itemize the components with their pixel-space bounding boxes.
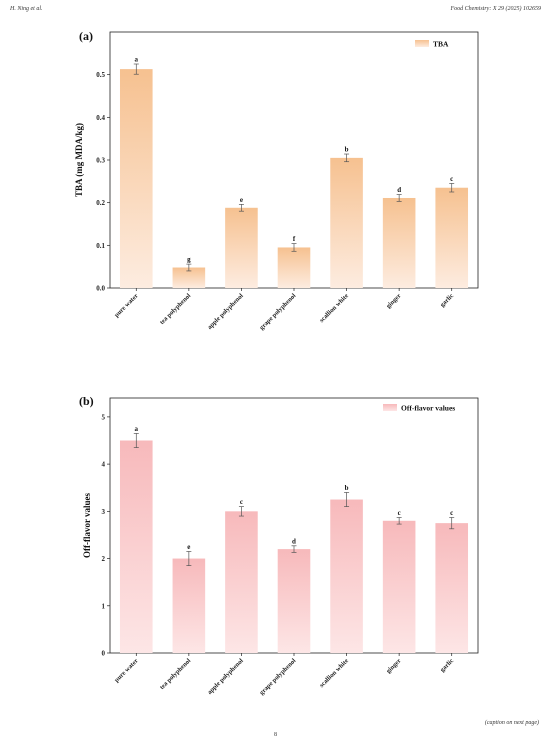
bar (277, 247, 311, 288)
x-tick-label: pure water (113, 657, 140, 684)
caption-continuation-note: (caption on next page) (484, 720, 539, 726)
bar (172, 267, 206, 288)
legend-label: TBA (433, 40, 449, 49)
x-tick-label: grape polyphenol (258, 657, 297, 696)
x-tick-label: ginger (385, 657, 403, 675)
bar (382, 520, 416, 653)
y-tick-label: 0.5 (96, 71, 105, 79)
x-tick-label: apple polyphenol (206, 657, 245, 696)
y-tick-label: 4 (102, 461, 106, 469)
bar (172, 558, 206, 653)
significance-letter: c (398, 509, 401, 517)
bar (225, 207, 258, 288)
x-tick-label: scallion white (318, 657, 350, 689)
bar (330, 499, 363, 653)
significance-letter: a (135, 425, 139, 433)
bar (435, 187, 469, 288)
legend-label: Off-flavor values (401, 404, 455, 413)
chart-off-flavor: 0 1 2 3 4 5 Off-flavor values (b) a pure water e te… (79, 394, 479, 697)
x-tick-label: apple polyphenol (206, 292, 245, 331)
y-tick-label: 0.1 (96, 242, 105, 250)
significance-letter: g (187, 256, 191, 264)
y-tick-label: 3 (102, 508, 106, 516)
y-tick-label: 1 (102, 602, 106, 610)
y-tick-label: 0.3 (96, 157, 105, 165)
running-head-journal: Food Chemistry: X 29 (2025) 102659 (450, 6, 542, 12)
bar (225, 511, 258, 653)
x-tick-label: tea polyphenol (159, 292, 193, 326)
y-tick-label: 0 (102, 650, 106, 658)
panel-label: (a) (79, 29, 93, 43)
y-tick-label: 0.4 (96, 114, 105, 122)
bar (119, 440, 153, 653)
significance-letter: a (135, 56, 139, 64)
significance-letter: d (292, 537, 296, 545)
bar (330, 157, 363, 288)
y-tick-label: 0.2 (96, 199, 105, 207)
running-head-authors: H. Ning et al. (10, 6, 43, 12)
y-axis-label: TBA (mg MDA/kg) (74, 123, 84, 197)
x-tick-label: garlic (439, 657, 455, 673)
y-tick-label: 5 (102, 413, 106, 421)
significance-letter: b (345, 146, 349, 154)
x-tick-label: garlic (439, 292, 455, 308)
significance-letter: f (293, 235, 296, 243)
y-tick-label: 2 (102, 555, 106, 563)
significance-letter: b (345, 484, 349, 492)
x-tick-label: ginger (385, 292, 403, 310)
x-tick-label: scallion white (318, 292, 350, 324)
significance-letter: c (450, 509, 453, 517)
y-tick-label: 0.0 (96, 285, 105, 293)
x-tick-label: grape polyphenol (258, 292, 297, 331)
significance-letter: d (397, 186, 401, 194)
x-tick-label: pure water (113, 292, 140, 319)
bar (435, 523, 469, 653)
significance-letter: e (187, 543, 190, 551)
bar (382, 197, 416, 288)
chart-tba: 0.0 0.1 0.2 0.3 0.4 0.5 TBA (mg MDA/kg) (a) a pur… (74, 29, 479, 332)
significance-letter: e (240, 196, 243, 204)
significance-letter: c (450, 175, 453, 183)
legend-swatch (415, 40, 429, 47)
bar (277, 549, 311, 653)
panel-label: (b) (79, 394, 94, 408)
bar (119, 69, 153, 289)
legend-swatch (383, 404, 397, 411)
page-number: 8 (274, 732, 277, 738)
y-axis-label: Off-flavor values (82, 492, 92, 558)
significance-letter: c (240, 498, 243, 506)
x-tick-label: tea polyphenol (159, 657, 193, 691)
